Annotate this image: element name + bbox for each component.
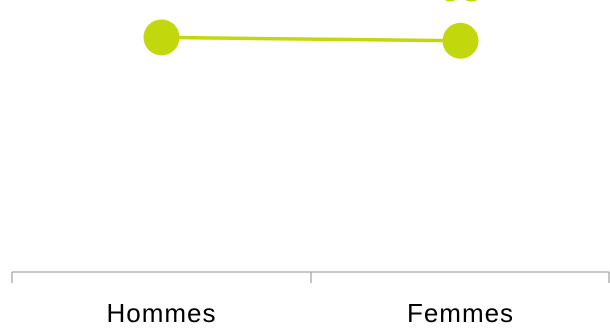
data-label-femmes: 68	[439, 0, 482, 10]
data-point-hommes	[143, 19, 180, 56]
category-label-hommes: Hommes	[106, 298, 216, 328]
series-line	[161, 35, 461, 43]
data-labels: 69 68	[140, 0, 482, 10]
data-point-femmes	[442, 22, 479, 59]
category-label-femmes: Femmes	[407, 298, 514, 328]
x-axis	[11, 271, 610, 283]
category-labels: Hommes Femmes	[106, 298, 514, 328]
data-label-hommes: 69	[140, 0, 183, 6]
series-line-group	[143, 19, 479, 59]
